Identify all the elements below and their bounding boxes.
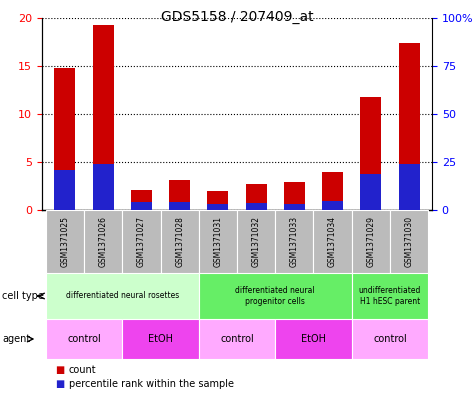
- Bar: [84, 210, 122, 273]
- Bar: [284, 204, 305, 210]
- Text: GSM1371032: GSM1371032: [252, 216, 261, 267]
- Bar: [55, 170, 76, 210]
- Text: GSM1371030: GSM1371030: [405, 216, 414, 267]
- Bar: [208, 204, 228, 210]
- Bar: [322, 172, 343, 210]
- Bar: [199, 210, 237, 273]
- Bar: [322, 201, 343, 210]
- Bar: [275, 319, 352, 359]
- Text: differentiated neural rosettes: differentiated neural rosettes: [66, 292, 179, 301]
- Bar: [46, 210, 84, 273]
- Text: control: control: [67, 334, 101, 344]
- Bar: [55, 68, 76, 210]
- Bar: [169, 180, 190, 210]
- Text: control: control: [373, 334, 407, 344]
- Text: undifferentiated
H1 hESC parent: undifferentiated H1 hESC parent: [359, 286, 421, 306]
- Bar: [399, 164, 419, 210]
- Bar: [199, 273, 352, 319]
- Bar: [361, 97, 381, 210]
- Bar: [352, 210, 390, 273]
- Bar: [131, 190, 152, 210]
- Bar: [122, 319, 199, 359]
- Text: GSM1371031: GSM1371031: [213, 216, 222, 267]
- Bar: [161, 210, 199, 273]
- Text: control: control: [220, 334, 254, 344]
- Bar: [246, 184, 266, 210]
- Bar: [46, 273, 199, 319]
- Bar: [390, 210, 428, 273]
- Bar: [399, 43, 419, 210]
- Text: count: count: [69, 365, 96, 375]
- Text: GSM1371025: GSM1371025: [60, 216, 69, 267]
- Bar: [93, 25, 114, 210]
- Text: agent: agent: [2, 334, 30, 344]
- Bar: [246, 203, 266, 210]
- Bar: [314, 210, 352, 273]
- Text: EtOH: EtOH: [148, 334, 173, 344]
- Bar: [352, 319, 428, 359]
- Text: GSM1371029: GSM1371029: [366, 216, 375, 267]
- Bar: [169, 202, 190, 210]
- Bar: [199, 319, 275, 359]
- Text: differentiated neural
progenitor cells: differentiated neural progenitor cells: [236, 286, 315, 306]
- Bar: [352, 273, 428, 319]
- Bar: [275, 210, 314, 273]
- Text: cell type: cell type: [2, 291, 44, 301]
- Text: ■: ■: [55, 365, 64, 375]
- Text: GSM1371033: GSM1371033: [290, 216, 299, 267]
- Bar: [284, 182, 305, 210]
- Text: GDS5158 / 207409_at: GDS5158 / 207409_at: [161, 10, 314, 24]
- Text: EtOH: EtOH: [301, 334, 326, 344]
- Bar: [208, 191, 228, 210]
- Text: GSM1371034: GSM1371034: [328, 216, 337, 267]
- Text: GSM1371028: GSM1371028: [175, 216, 184, 267]
- Text: GSM1371026: GSM1371026: [99, 216, 108, 267]
- Text: GSM1371027: GSM1371027: [137, 216, 146, 267]
- Bar: [122, 210, 161, 273]
- Bar: [131, 202, 152, 210]
- Text: percentile rank within the sample: percentile rank within the sample: [69, 379, 234, 389]
- Bar: [93, 164, 114, 210]
- Bar: [46, 319, 122, 359]
- Bar: [237, 210, 275, 273]
- Text: ■: ■: [55, 379, 64, 389]
- Bar: [361, 174, 381, 210]
